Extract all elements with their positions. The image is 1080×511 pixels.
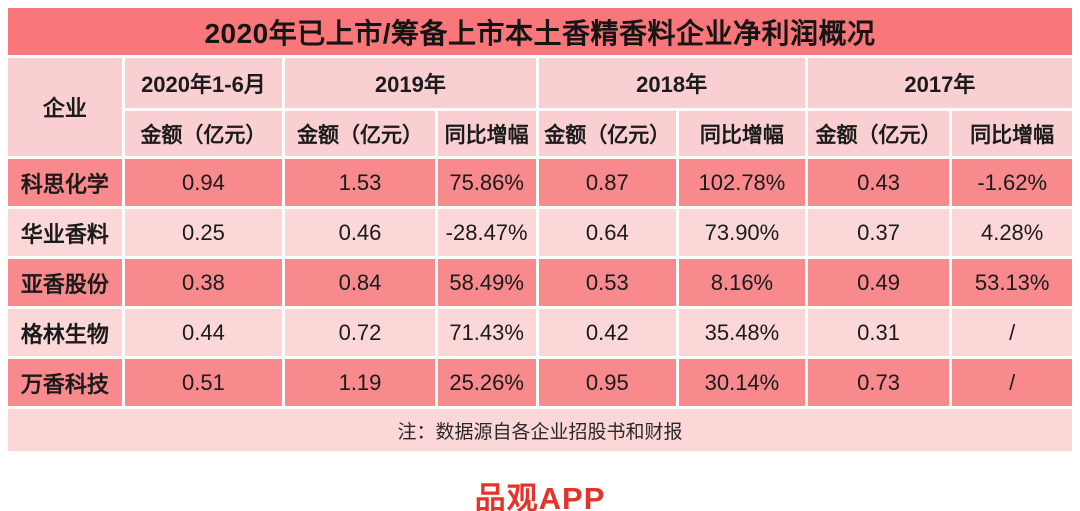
- value-cell: 0.37: [807, 209, 950, 256]
- table-title: 2020年已上市/筹备上市本土香精香料企业净利润概况: [8, 8, 1072, 55]
- value-cell: 0.44: [124, 309, 283, 356]
- value-cell: -28.47%: [437, 209, 536, 256]
- header-yoy-2019: 同比增幅: [437, 111, 536, 156]
- value-cell: 0.73: [807, 359, 950, 406]
- profit-table: 2020年已上市/筹备上市本土香精香料企业净利润概况 企业 2020年1-6月 …: [8, 8, 1072, 451]
- value-cell: 53.13%: [952, 259, 1072, 306]
- value-cell: 0.51: [124, 359, 283, 406]
- header-year-2020: 2020年1-6月: [124, 58, 283, 108]
- header-year-2017: 2017年: [807, 58, 1072, 108]
- header-amount-2019: 金额（亿元）: [285, 111, 435, 156]
- company-name: 万香科技: [8, 359, 122, 406]
- value-cell: 0.42: [538, 309, 677, 356]
- value-cell: 1.19: [285, 359, 435, 406]
- value-cell: 8.16%: [679, 259, 805, 306]
- company-name: 格林生物: [8, 309, 122, 356]
- value-cell: 0.49: [807, 259, 950, 306]
- header-year-2018: 2018年: [538, 58, 805, 108]
- footer: 品观APP: [8, 473, 1072, 511]
- value-cell: 0.25: [124, 209, 283, 256]
- value-cell: 58.49%: [437, 259, 536, 306]
- source-note: 注：数据源自各企业招股书和财报: [8, 409, 1072, 451]
- header-amount-2020: 金额（亿元）: [124, 111, 283, 156]
- company-name: 华业香料: [8, 209, 122, 256]
- table-row: 华业香料 0.25 0.46 -28.47% 0.64 73.90% 0.37 …: [8, 209, 1072, 256]
- value-cell: 1.53: [285, 159, 435, 206]
- value-cell: 4.28%: [952, 209, 1072, 256]
- table-row: 格林生物 0.44 0.72 71.43% 0.42 35.48% 0.31 /: [8, 309, 1072, 356]
- value-cell: -1.62%: [952, 159, 1072, 206]
- header-amount-2017: 金额（亿元）: [807, 111, 950, 156]
- table-row: 科思化学 0.94 1.53 75.86% 0.87 102.78% 0.43 …: [8, 159, 1072, 206]
- header-company: 企业: [8, 58, 122, 156]
- value-cell: 0.43: [807, 159, 950, 206]
- value-cell: 0.64: [538, 209, 677, 256]
- value-cell: 0.87: [538, 159, 677, 206]
- value-cell: 0.94: [124, 159, 283, 206]
- header-yoy-2017: 同比增幅: [952, 111, 1072, 156]
- company-name: 科思化学: [8, 159, 122, 206]
- value-cell: 0.46: [285, 209, 435, 256]
- value-cell: 25.26%: [437, 359, 536, 406]
- value-cell: 0.38: [124, 259, 283, 306]
- value-cell: /: [952, 359, 1072, 406]
- value-cell: 0.84: [285, 259, 435, 306]
- value-cell: 30.14%: [679, 359, 805, 406]
- brand-logo-text: 品观APP: [474, 481, 606, 511]
- table-row: 亚香股份 0.38 0.84 58.49% 0.53 8.16% 0.49 53…: [8, 259, 1072, 306]
- value-cell: 0.72: [285, 309, 435, 356]
- value-cell: 71.43%: [437, 309, 536, 356]
- header-year-2019: 2019年: [285, 58, 536, 108]
- value-cell: 73.90%: [679, 209, 805, 256]
- value-cell: 75.86%: [437, 159, 536, 206]
- value-cell: 0.31: [807, 309, 950, 356]
- table-header: 企业 2020年1-6月 2019年 2018年 2017年 金额（亿元） 金额…: [8, 58, 1072, 156]
- table-row: 万香科技 0.51 1.19 25.26% 0.95 30.14% 0.73 /: [8, 359, 1072, 406]
- header-amount-2018: 金额（亿元）: [538, 111, 677, 156]
- header-yoy-2018: 同比增幅: [679, 111, 805, 156]
- value-cell: 0.53: [538, 259, 677, 306]
- value-cell: 35.48%: [679, 309, 805, 356]
- value-cell: 102.78%: [679, 159, 805, 206]
- value-cell: 0.95: [538, 359, 677, 406]
- value-cell: /: [952, 309, 1072, 356]
- company-name: 亚香股份: [8, 259, 122, 306]
